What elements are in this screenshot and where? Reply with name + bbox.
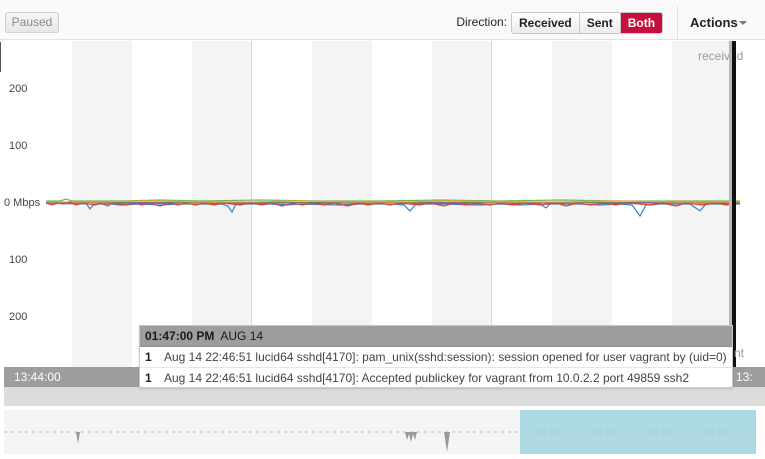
series-line-red xyxy=(45,201,741,207)
tooltip-header: 01:47:00 PM AUG 14 xyxy=(140,326,732,347)
timeline-gutter xyxy=(4,387,765,406)
y-tick-label: 100 xyxy=(9,254,28,266)
overview-sparkline xyxy=(4,431,756,452)
tooltip-date: AUG 14 xyxy=(220,329,264,343)
tooltip-log-row[interactable]: 1 Aug 14 22:46:51 lucid64 sshd[4170]: Acc… xyxy=(140,367,732,387)
direction-toggle: Received Sent Both xyxy=(511,12,664,34)
event-tooltip: 01:47:00 PM AUG 14 1 Aug 14 22:46:51 lucid… xyxy=(139,325,733,388)
cut-label: nt xyxy=(734,346,745,360)
left-edge-marker xyxy=(0,42,1,72)
y-tick-label: 200 xyxy=(9,83,28,95)
actions-menu-button[interactable]: Actions xyxy=(690,15,738,30)
y-tick-label: 200 xyxy=(9,311,28,323)
paused-button[interactable]: Paused xyxy=(5,12,59,33)
overview-spike xyxy=(402,432,420,442)
tooltip-log-row[interactable]: 1 Aug 14 22:46:51 lucid64 sshd[4170]: pam… xyxy=(140,347,732,367)
graph-toolbar: Paused Direction: Received Sent Both Act… xyxy=(0,0,765,40)
toolbar-divider xyxy=(677,6,678,40)
direction-sent-button[interactable]: Sent xyxy=(579,13,621,33)
cursor-shadow xyxy=(729,41,733,367)
overview-spike xyxy=(440,432,454,452)
direction-received-button[interactable]: Received xyxy=(512,13,580,33)
log-message: Aug 14 22:46:51 lucid64 sshd[4170]: pam_… xyxy=(164,350,727,364)
y-tick-label: 100 xyxy=(9,140,28,152)
time-cursor-handle[interactable] xyxy=(732,41,736,406)
direction-both-button[interactable]: Both xyxy=(620,13,663,33)
chevron-down-icon[interactable] xyxy=(739,21,747,25)
series-line-orange xyxy=(46,200,740,203)
series-line-green xyxy=(46,198,740,202)
log-count: 1 xyxy=(145,371,152,385)
log-count: 1 xyxy=(145,350,152,364)
y-tick-label: 0 Mbps xyxy=(4,197,41,209)
time-axis-start-label: 13:44:00 xyxy=(14,370,61,384)
overview-spike xyxy=(72,432,84,444)
direction-label: Direction: xyxy=(456,15,507,29)
tooltip-time: 01:47:00 PM xyxy=(145,329,215,343)
time-axis-end-label: 13: xyxy=(736,370,753,384)
log-message: Aug 14 22:46:51 lucid64 sshd[4170]: Acce… xyxy=(164,371,690,385)
